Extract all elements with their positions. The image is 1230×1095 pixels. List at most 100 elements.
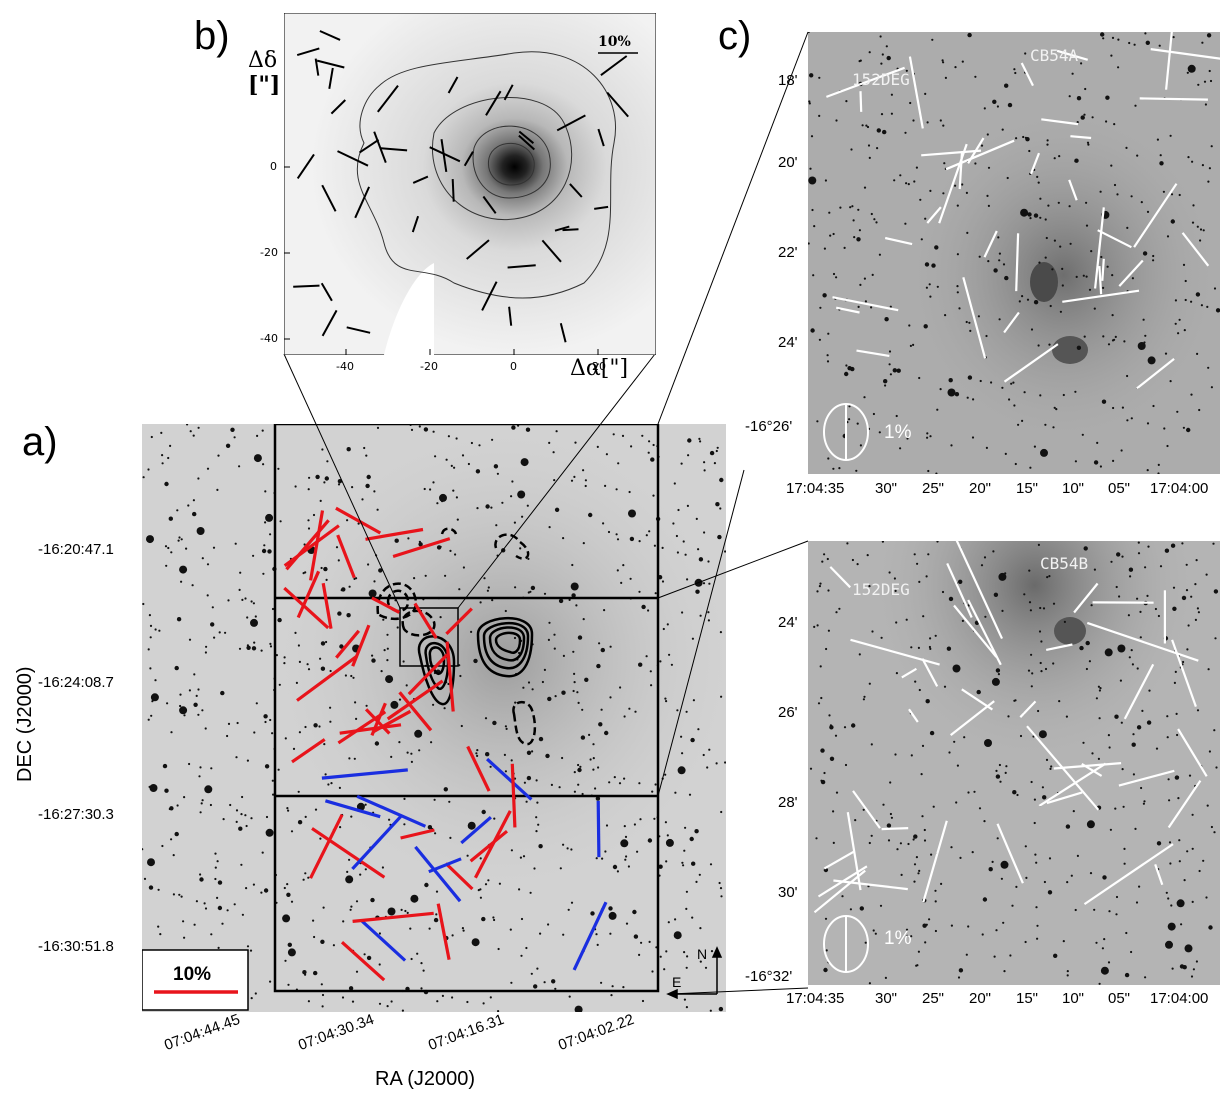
- star: [1201, 41, 1204, 44]
- polarization-vector: [296, 153, 315, 179]
- star: [628, 509, 636, 518]
- polarization-vector: [411, 215, 420, 233]
- star: [1033, 798, 1036, 801]
- star: [483, 577, 486, 580]
- star: [179, 565, 188, 574]
- label-right-c-top: CB54A: [1030, 46, 1079, 65]
- star: [344, 674, 347, 677]
- star: [1086, 141, 1090, 144]
- star: [956, 764, 959, 767]
- star: [1195, 960, 1198, 963]
- panel-a-letter: a): [22, 420, 58, 464]
- star: [1146, 720, 1152, 725]
- star: [956, 204, 959, 207]
- star: [149, 624, 153, 627]
- star: [1047, 204, 1050, 207]
- dec-tick-cb-3: 30': [778, 884, 798, 901]
- star: [218, 631, 221, 634]
- star: [905, 69, 908, 72]
- polarization-vector: [510, 763, 517, 828]
- star: [930, 853, 933, 856]
- star: [261, 548, 267, 554]
- ra-tick-cb-5: 10": [1062, 990, 1085, 1007]
- star: [378, 1002, 382, 1005]
- star: [1033, 445, 1036, 448]
- star: [605, 824, 609, 827]
- star: [283, 886, 286, 890]
- star: [969, 329, 972, 332]
- star: [189, 430, 192, 433]
- star: [498, 882, 501, 885]
- star: [217, 946, 220, 950]
- star: [1035, 906, 1038, 909]
- star: [895, 414, 898, 418]
- dec-tick-cb-0: 24': [778, 614, 798, 631]
- star: [410, 894, 419, 903]
- star: [871, 630, 874, 633]
- star: [838, 607, 841, 610]
- star: [625, 855, 628, 858]
- polarization-vector: [328, 67, 334, 89]
- star: [378, 932, 381, 935]
- star: [1169, 134, 1172, 137]
- star: [226, 734, 229, 738]
- star: [525, 427, 531, 432]
- star: [652, 494, 655, 497]
- panel-a-image: [142, 424, 726, 1012]
- star: [573, 672, 576, 675]
- star: [150, 537, 153, 540]
- star: [882, 129, 887, 135]
- star: [1210, 145, 1213, 148]
- star: [808, 242, 810, 245]
- star: [1095, 941, 1098, 944]
- star: [884, 976, 887, 979]
- polarization-vector: [1171, 639, 1197, 707]
- star: [609, 932, 612, 935]
- star: [698, 873, 701, 876]
- star: [648, 940, 651, 944]
- star: [410, 752, 413, 755]
- star: [363, 953, 366, 956]
- star: [1053, 239, 1056, 242]
- polarization-vector: [412, 175, 429, 184]
- star: [509, 928, 512, 931]
- star: [963, 736, 966, 739]
- star: [373, 580, 376, 583]
- star: [450, 464, 453, 467]
- star: [478, 444, 481, 447]
- star: [884, 317, 889, 322]
- star: [622, 564, 625, 567]
- polarization-vector: [983, 230, 998, 258]
- star: [349, 908, 352, 911]
- polarization-vector: [945, 139, 1015, 171]
- polarization-vector: [572, 901, 608, 971]
- polarization-vector: [541, 239, 562, 263]
- star: [1119, 679, 1122, 682]
- star: [1159, 154, 1162, 157]
- star: [221, 922, 224, 925]
- star: [862, 808, 865, 811]
- star: [314, 808, 318, 811]
- star: [623, 825, 626, 828]
- star: [324, 476, 329, 481]
- star: [852, 219, 855, 222]
- polarization-vector: [1165, 32, 1173, 90]
- star: [929, 435, 932, 438]
- star: [816, 590, 819, 593]
- star: [824, 179, 827, 182]
- star: [330, 782, 333, 785]
- star: [984, 615, 987, 618]
- star: [1018, 300, 1021, 303]
- star: [306, 663, 309, 666]
- star: [1136, 597, 1139, 600]
- star: [364, 803, 367, 806]
- polarization-vector: [1123, 663, 1155, 720]
- star: [487, 586, 490, 589]
- panel-c-top-image: [808, 32, 1220, 474]
- star: [1176, 410, 1179, 413]
- star: [1201, 164, 1204, 167]
- star: [1003, 970, 1006, 973]
- star: [246, 759, 249, 762]
- polarization-vector: [846, 812, 862, 891]
- star: [596, 445, 599, 448]
